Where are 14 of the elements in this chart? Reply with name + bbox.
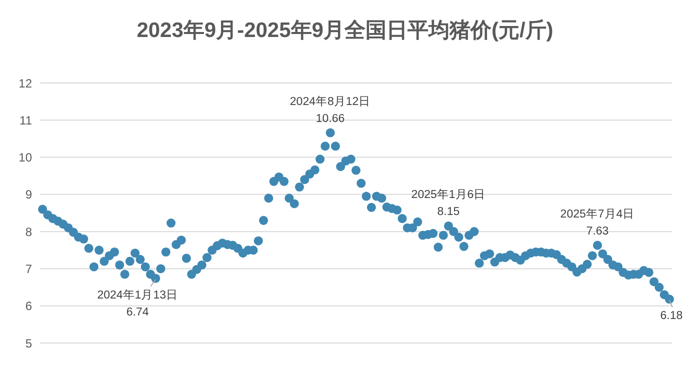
y-tick-label: 9 <box>25 188 32 202</box>
y-tick-label: 7 <box>25 262 32 276</box>
y-tick-label: 6 <box>25 299 32 314</box>
y-tick-label: 12 <box>18 76 32 90</box>
y-tick-label: 5 <box>25 336 32 350</box>
y-tick-label: 8 <box>25 224 32 239</box>
chart-title: 2023年9月-2025年9月全国日平均猪价(元/斤) <box>136 18 554 44</box>
y-tick-label: 11 <box>20 113 32 128</box>
data-label: 2024年8月12日 10.66 <box>290 94 371 125</box>
data-label: 2024年1月13日 6.74 <box>97 288 178 318</box>
data-label: 2025年7月4日 7.63 <box>560 207 635 238</box>
y-tick-label: 10 <box>18 150 32 165</box>
data-label: 2025年1月6日 8.15 <box>411 188 486 218</box>
data-label: 6.18 <box>660 310 683 322</box>
